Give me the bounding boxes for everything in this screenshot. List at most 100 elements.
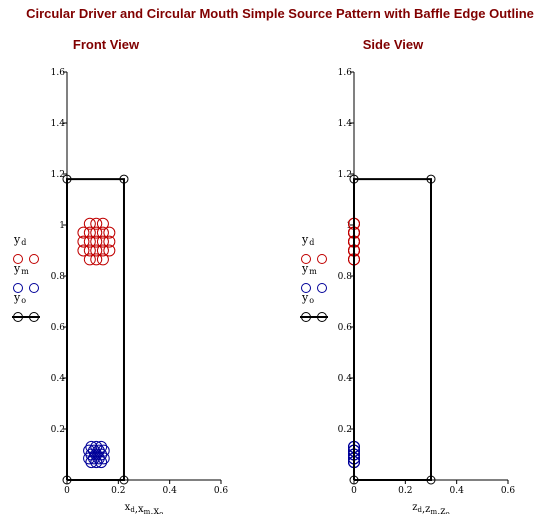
- legend-label: yd: [13, 233, 26, 247]
- y-tick-label: 1: [59, 221, 65, 231]
- driver-point: [96, 235, 109, 248]
- legend-marker: [29, 283, 39, 293]
- legend-label-sub: o: [21, 296, 26, 305]
- legend-marker: [317, 283, 327, 293]
- legend-label-var: y: [301, 233, 309, 246]
- outline-corner-point: [426, 475, 436, 485]
- x-tick-label: 0: [351, 486, 357, 496]
- legend-marker: [301, 254, 311, 264]
- x-axis-label-sub: m: [144, 508, 151, 514]
- y-tick-label: 1.6: [338, 68, 353, 78]
- driver-point: [90, 217, 103, 230]
- legend-label: ym: [301, 262, 317, 276]
- x-axis-label-sub: o: [159, 510, 163, 514]
- mouth-point: [83, 452, 96, 465]
- legend-marker: [317, 312, 327, 322]
- legend-label: yo: [301, 291, 314, 305]
- mouth-point: [92, 452, 105, 465]
- y-tick-label: 0.2: [51, 425, 65, 435]
- y-tick-label: 0.8: [338, 272, 353, 282]
- mouth-point: [85, 456, 98, 469]
- driver-point: [90, 235, 103, 248]
- y-tick-label: 1.4: [338, 119, 353, 129]
- y-tick-label: 0.6: [338, 323, 353, 333]
- x-axis-label-sub: d: [418, 506, 423, 514]
- driver-point: [77, 244, 90, 257]
- x-tick-label: 0.4: [450, 486, 465, 496]
- driver-point: [103, 226, 116, 239]
- mouth-point: [97, 452, 110, 465]
- y-tick-label: 0.6: [51, 323, 66, 333]
- x-tick-label: 0.4: [163, 486, 178, 496]
- y-tick-label: 0.4: [338, 374, 353, 384]
- y-tick-label: 1.2: [51, 170, 65, 180]
- x-axis-label: xd,xm,xo: [125, 502, 164, 514]
- driver-point: [83, 244, 96, 257]
- x-tick-label: 0.2: [398, 486, 412, 496]
- legend-label: yd: [301, 233, 314, 247]
- x-axis-label-sub: d: [130, 506, 135, 514]
- driver-point: [103, 235, 116, 248]
- legend-label-sub: m: [21, 267, 29, 276]
- legend-label-sub: d: [309, 238, 314, 247]
- driver-point: [83, 235, 96, 248]
- driver-point: [90, 244, 103, 257]
- outline-corner-point: [62, 475, 72, 485]
- legend-marker: [301, 283, 311, 293]
- legend-label-sub: d: [21, 238, 26, 247]
- x-axis-label-var: ,z: [422, 504, 430, 514]
- legend-marker: [13, 283, 23, 293]
- legend-label-sub: o: [309, 296, 314, 305]
- view-title: Side View: [363, 37, 424, 52]
- driver-point: [83, 253, 96, 266]
- driver-point: [96, 226, 109, 239]
- outline-corner-point: [349, 174, 359, 184]
- outline-corner-point: [119, 174, 129, 184]
- outline-corner-point: [119, 475, 129, 485]
- legend-label-var: y: [13, 262, 21, 275]
- legend-label: ym: [13, 262, 29, 276]
- driver-point: [83, 226, 96, 239]
- legend-label-var: y: [13, 233, 21, 246]
- driver-point: [83, 217, 96, 230]
- x-axis-label-sub: o: [446, 510, 450, 514]
- mouth-point: [87, 452, 100, 465]
- y-tick-label: 1.6: [51, 68, 66, 78]
- legend-label-sub: m: [309, 267, 317, 276]
- y-tick-label: 0.8: [51, 272, 66, 282]
- y-tick-label: 1.2: [338, 170, 352, 180]
- mouth-point: [95, 456, 108, 469]
- baffle-outline: [353, 178, 432, 481]
- chart-title: Circular Driver and Circular Mouth Simpl…: [26, 6, 534, 21]
- legend-marker: [301, 312, 311, 322]
- x-axis-label-var: ,x: [135, 504, 144, 514]
- legend-label-var: y: [13, 291, 21, 304]
- y-tick-label: 1.4: [51, 119, 66, 129]
- mouth-point: [90, 456, 103, 469]
- outline-corner-point: [62, 174, 72, 184]
- legend-label: yo: [13, 291, 26, 305]
- x-axis-label-var: z: [412, 502, 417, 513]
- x-axis-label-var: ,x: [150, 506, 159, 514]
- x-axis-label-sub: m: [430, 508, 437, 514]
- y-tick-label: 0.2: [338, 425, 352, 435]
- outline-corner-point: [349, 475, 359, 485]
- legend-marker: [13, 254, 23, 264]
- driver-point: [96, 244, 109, 257]
- x-tick-label: 0.6: [501, 486, 516, 496]
- y-tick-label: 0.4: [51, 374, 66, 384]
- legend-label-var: y: [301, 262, 309, 275]
- driver-point: [90, 253, 103, 266]
- legend-marker: [29, 312, 39, 322]
- x-tick-label: 0.6: [214, 486, 229, 496]
- driver-point: [103, 244, 116, 257]
- view-title: Front View: [73, 37, 140, 52]
- x-axis-label-var: ,z: [437, 506, 445, 514]
- driver-point: [90, 226, 103, 239]
- driver-point: [77, 235, 90, 248]
- x-axis-label-var: x: [125, 502, 131, 513]
- driver-point: [96, 217, 109, 230]
- legend-marker: [29, 254, 39, 264]
- outline-corner-point: [426, 174, 436, 184]
